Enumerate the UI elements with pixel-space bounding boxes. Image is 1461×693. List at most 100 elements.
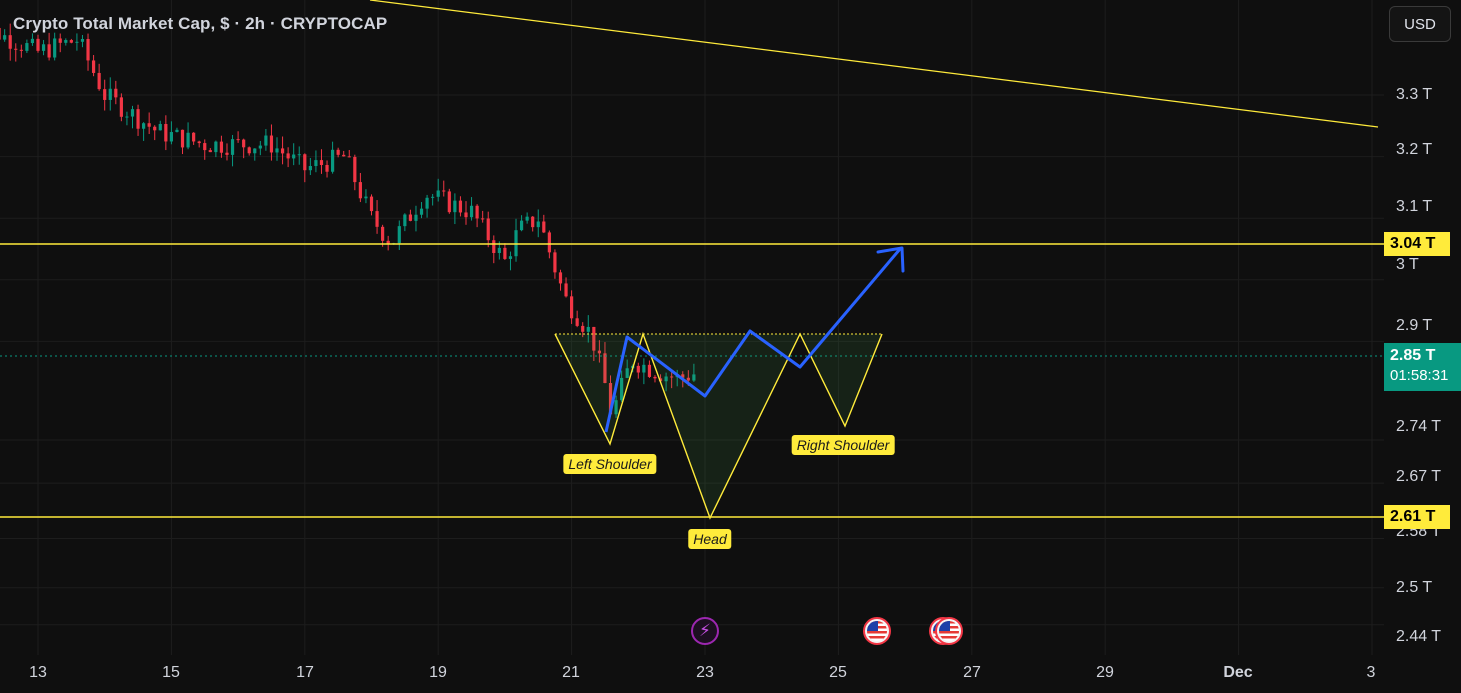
price-axis-label: 2.5 T: [1396, 579, 1433, 596]
candle-body: [136, 109, 140, 129]
current-price-value: 2.85 T: [1390, 347, 1436, 364]
head-and-shoulders-pattern[interactable]: [554, 331, 883, 520]
candle-body: [686, 377, 690, 381]
candle-body: [41, 44, 46, 51]
candle-body: [253, 148, 257, 154]
candle-body: [658, 378, 663, 382]
candle-body: [670, 376, 674, 378]
candle-body: [297, 154, 301, 156]
candle-body: [497, 247, 501, 254]
candle-body: [325, 164, 329, 172]
candle-body: [508, 256, 513, 259]
resistance-price-tag[interactable]: 3.04 T: [1384, 232, 1450, 256]
candle-body: [442, 190, 446, 192]
candle-body: [225, 152, 229, 155]
candle-body: [314, 160, 318, 167]
candle-body: [403, 214, 407, 227]
candle-body: [286, 153, 290, 159]
candle-body: [692, 374, 696, 381]
candle-body: [397, 226, 401, 244]
candle-body: [381, 226, 385, 241]
candle-body: [375, 211, 379, 227]
candle-body: [564, 283, 568, 297]
arrowhead-icon: [876, 246, 905, 273]
candle-body: [653, 376, 657, 379]
candle-body: [419, 208, 424, 215]
candle-body: [469, 205, 474, 218]
chart-title: Crypto Total Market Cap, $ · 2h · CRYPTO…: [13, 14, 388, 33]
candle-body: [369, 196, 374, 212]
candle-body: [608, 383, 613, 415]
candle-body: [103, 89, 107, 100]
candle-body: [330, 149, 335, 172]
candle-body: [364, 196, 368, 199]
candle-body: [242, 139, 246, 148]
time-axis-label: 19: [429, 664, 447, 681]
candle-body: [36, 38, 40, 51]
candle-body: [553, 252, 557, 273]
candle-body: [247, 147, 251, 154]
support-price-tag[interactable]: 2.61 T: [1384, 505, 1450, 529]
time-axis-label: 15: [162, 664, 180, 681]
candle-body: [386, 240, 390, 245]
candle-body: [358, 182, 362, 199]
right-shoulder-label[interactable]: Right Shoulder: [791, 435, 895, 455]
candle-body: [86, 38, 90, 61]
candle-body: [214, 141, 218, 153]
candle-body: [147, 123, 151, 127]
candle-body: [192, 132, 196, 142]
candle-body: [614, 400, 618, 415]
candle-body: [25, 43, 29, 51]
candle-body: [230, 139, 235, 155]
candle-body: [353, 156, 357, 183]
head-label[interactable]: Head: [688, 529, 732, 549]
candle-body: [169, 132, 173, 142]
candle-body: [492, 240, 496, 254]
candle-body: [436, 190, 440, 197]
candle-body: [414, 214, 418, 221]
candle-body: [308, 166, 312, 171]
candle-body: [97, 72, 101, 90]
candle-body: [464, 212, 468, 218]
candle-body: [236, 139, 240, 141]
candle-body: [292, 154, 296, 159]
candle-body: [620, 377, 624, 401]
time-axis-label-month: Dec: [1223, 664, 1253, 681]
candle-body: [125, 116, 129, 118]
left-shoulder-label[interactable]: Left Shoulder: [563, 454, 657, 474]
price-axis-label: 2.9 T: [1396, 317, 1433, 334]
trend-line[interactable]: [369, 0, 1379, 128]
candle-body: [186, 132, 190, 148]
time-axis-label: 23: [696, 664, 714, 681]
candle-body: [114, 88, 118, 98]
pattern-outline: [554, 331, 883, 520]
price-axis-label: 3 T: [1396, 256, 1419, 273]
candle-body: [19, 49, 23, 51]
lightning-icon[interactable]: ⚡: [691, 617, 719, 645]
candle-body: [219, 141, 224, 153]
candle-body: [64, 40, 68, 43]
candle-body: [636, 365, 640, 373]
candle-body: [475, 205, 479, 219]
us-flag-icon[interactable]: [863, 617, 891, 645]
bar-countdown: 01:58:31: [1390, 367, 1449, 384]
candle-body: [481, 218, 485, 220]
us-flag-icon[interactable]: [935, 617, 963, 645]
time-axis-label: 27: [963, 664, 981, 681]
projection-arrow[interactable]: [604, 246, 905, 433]
pattern-fill: [555, 334, 882, 518]
price-axis-label: 2.67 T: [1396, 468, 1442, 485]
candle-body: [175, 129, 179, 133]
currency-button[interactable]: USD: [1389, 6, 1451, 42]
candle-body: [586, 326, 590, 332]
candle-body: [342, 154, 346, 157]
candle-body: [425, 197, 429, 209]
candle-body: [570, 296, 574, 319]
candle-body: [130, 109, 135, 117]
candle-body: [153, 126, 157, 131]
candle-body: [53, 38, 57, 58]
candle-body: [453, 200, 457, 213]
candle-body: [547, 232, 551, 253]
candle-body: [3, 35, 7, 40]
